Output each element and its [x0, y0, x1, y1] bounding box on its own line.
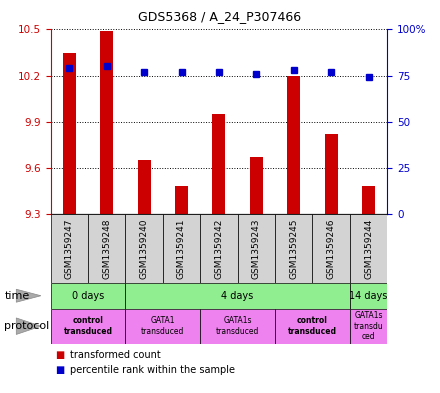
Bar	[325, 134, 337, 214]
Bar	[175, 186, 188, 214]
Text: GSM1359242: GSM1359242	[214, 219, 224, 279]
Bar	[125, 283, 350, 309]
Text: time: time	[4, 291, 29, 301]
Text: GSM1359240: GSM1359240	[139, 219, 149, 279]
Text: control
transduced: control transduced	[288, 316, 337, 336]
Bar	[213, 114, 225, 214]
Text: GSM1359248: GSM1359248	[102, 219, 111, 279]
Polygon shape	[16, 318, 41, 334]
Bar	[362, 186, 375, 214]
Text: transformed count: transformed count	[70, 350, 161, 360]
Bar	[200, 309, 275, 344]
Text: GATA1s
transdu
ced: GATA1s transdu ced	[354, 311, 383, 341]
Text: 14 days: 14 days	[349, 291, 388, 301]
Bar	[238, 214, 275, 283]
Bar	[250, 157, 263, 214]
Polygon shape	[16, 289, 41, 302]
Text: GSM1359244: GSM1359244	[364, 219, 373, 279]
Bar	[51, 309, 125, 344]
Text: GATA1s
transduced: GATA1s transduced	[216, 316, 259, 336]
Text: GATA1
transduced: GATA1 transduced	[141, 316, 184, 336]
Bar	[275, 214, 312, 283]
Bar	[275, 309, 350, 344]
Text: protocol: protocol	[4, 321, 50, 331]
Bar	[88, 214, 125, 283]
Text: GSM1359245: GSM1359245	[289, 219, 298, 279]
Bar	[163, 214, 200, 283]
Bar	[350, 309, 387, 344]
Bar	[63, 53, 76, 214]
Text: GSM1359243: GSM1359243	[252, 219, 261, 279]
Bar	[350, 283, 387, 309]
Bar	[51, 283, 125, 309]
Bar	[125, 214, 163, 283]
Bar	[51, 214, 88, 283]
Bar	[287, 75, 300, 214]
Text: GSM1359246: GSM1359246	[326, 219, 336, 279]
Text: control
transduced: control transduced	[63, 316, 113, 336]
Bar	[350, 214, 387, 283]
Text: GSM1359247: GSM1359247	[65, 219, 74, 279]
Text: 4 days: 4 days	[221, 291, 254, 301]
Text: ■: ■	[55, 365, 64, 375]
Bar	[200, 214, 238, 283]
Text: GDS5368 / A_24_P307466: GDS5368 / A_24_P307466	[139, 10, 301, 23]
Text: percentile rank within the sample: percentile rank within the sample	[70, 365, 235, 375]
Text: ■: ■	[55, 350, 64, 360]
Text: GSM1359241: GSM1359241	[177, 219, 186, 279]
Bar	[100, 31, 113, 214]
Bar	[125, 309, 200, 344]
Bar	[138, 160, 150, 214]
Bar	[312, 214, 350, 283]
Text: 0 days: 0 days	[72, 291, 104, 301]
